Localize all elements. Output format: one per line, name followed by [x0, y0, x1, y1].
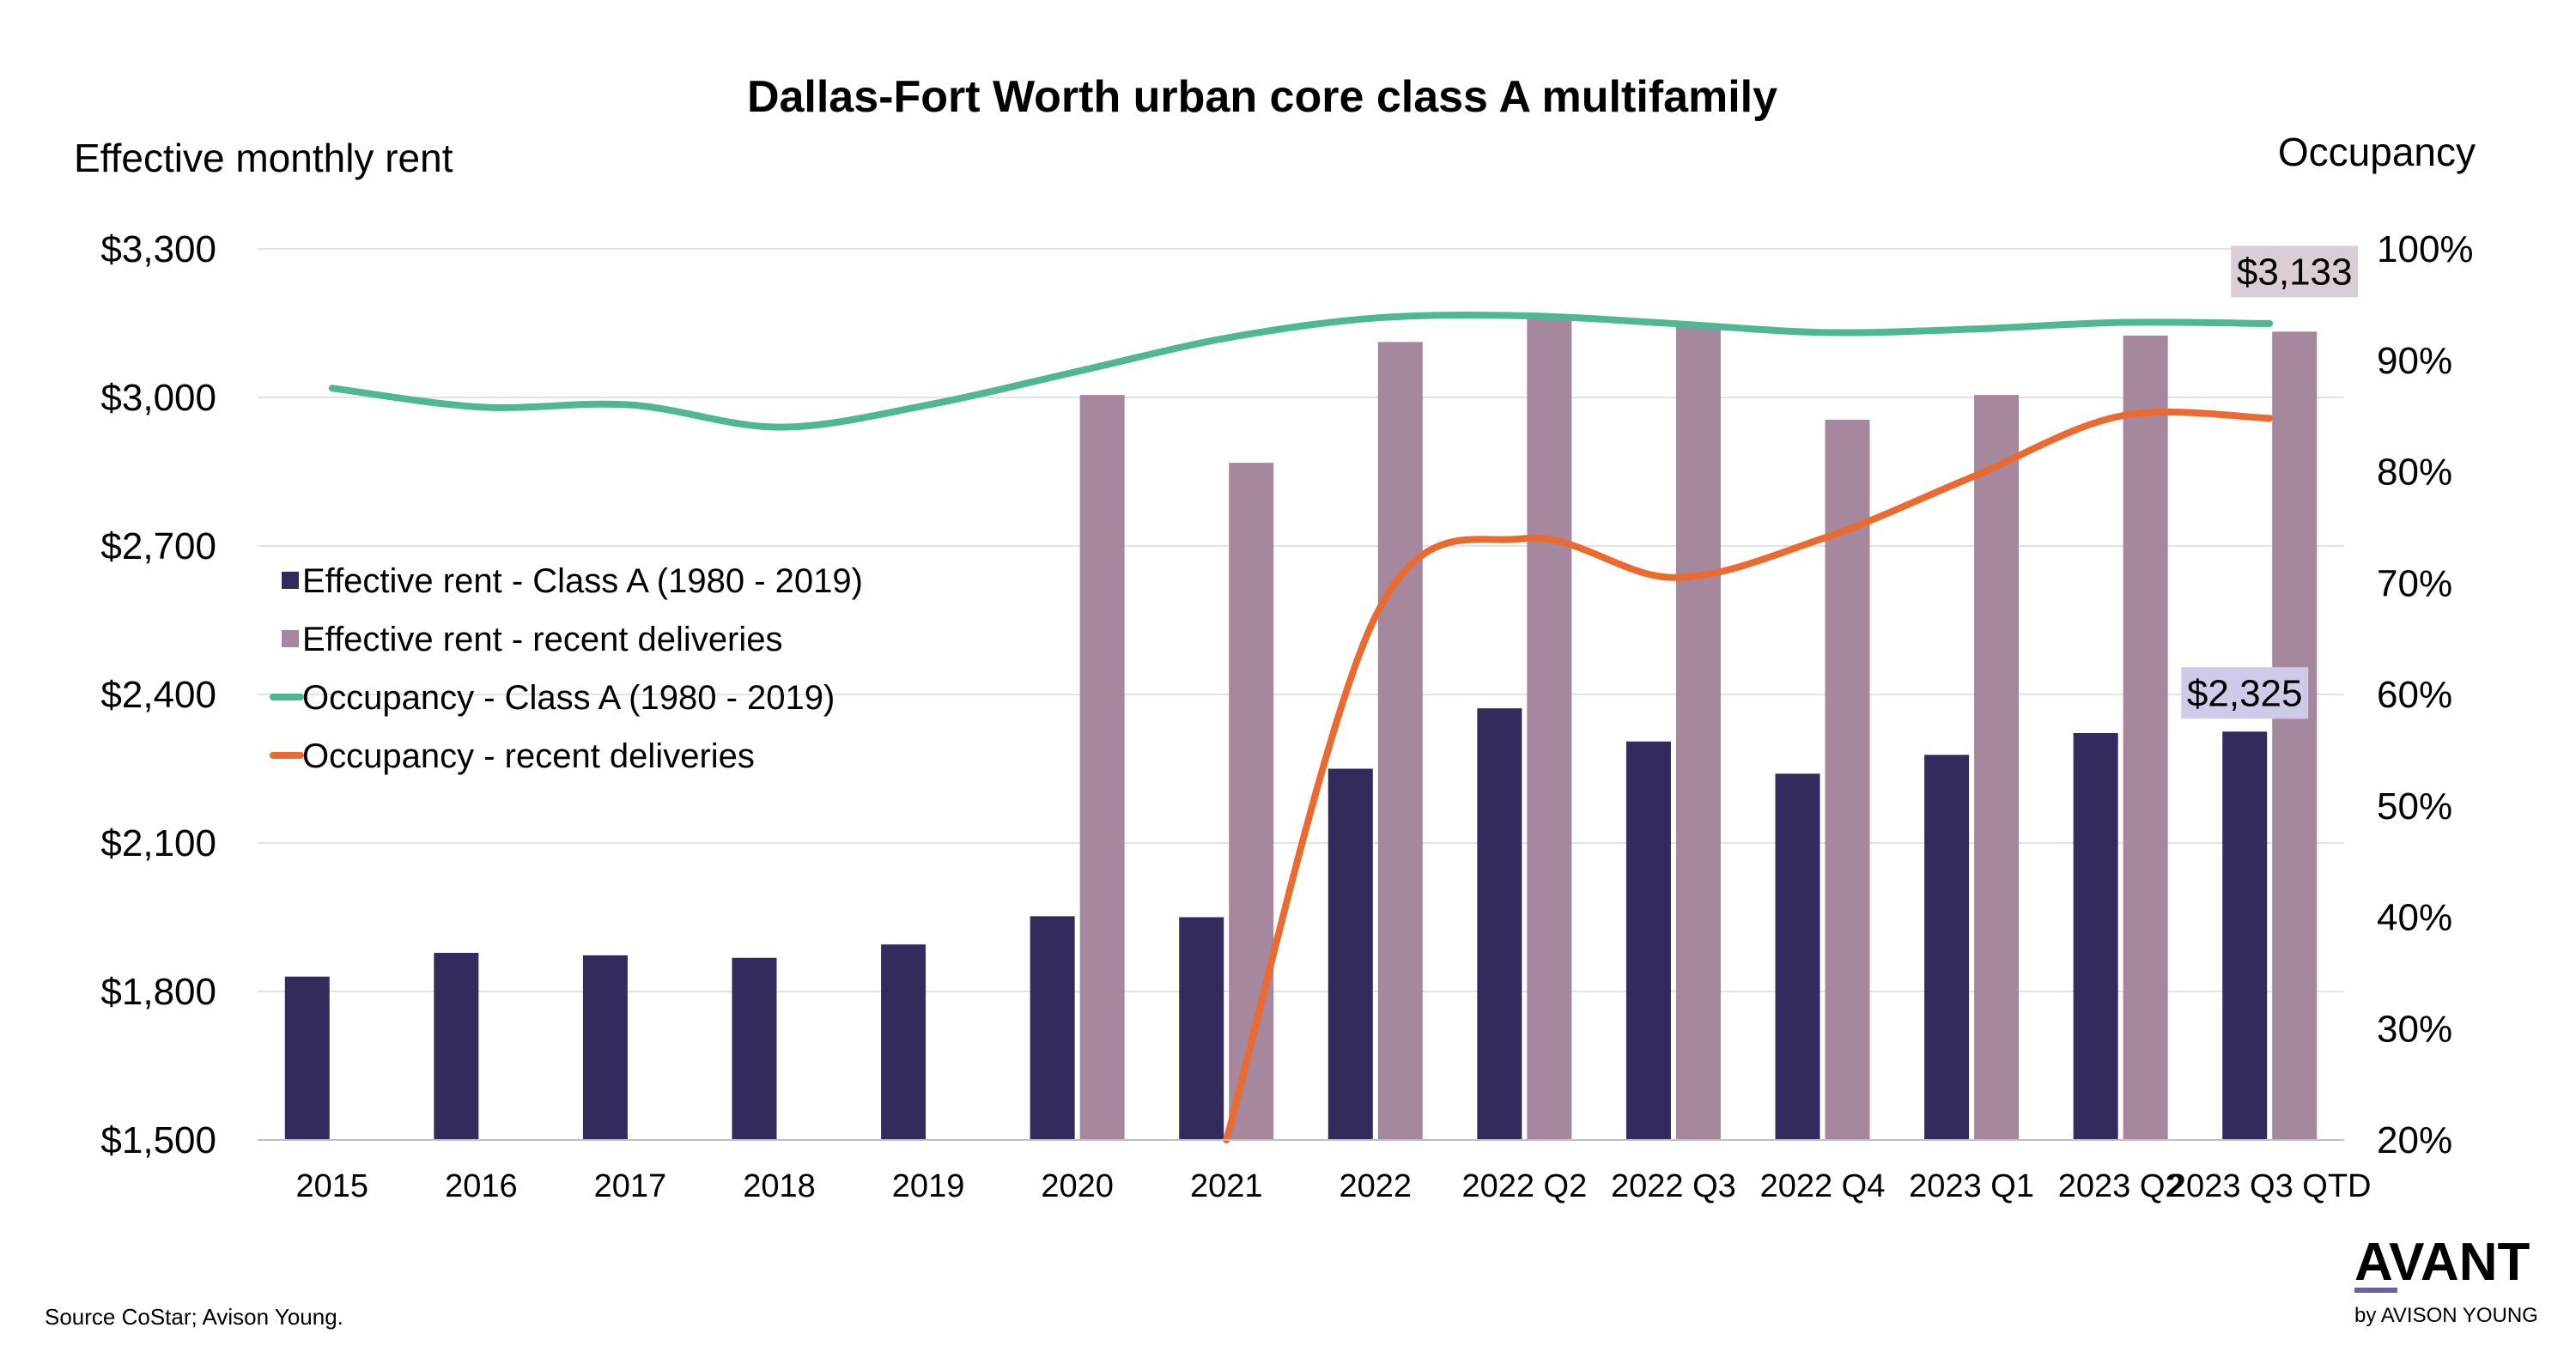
bar-recent-deliveries	[1974, 395, 2020, 1140]
legend-item: Occupancy - recent deliveries	[270, 737, 755, 775]
source-note: Source CoStar; Avison Young.	[45, 1304, 343, 1330]
y-tick-label: $2,400	[100, 674, 216, 716]
axes-layer: $1,500 $1,800 $2,100 $2,400 $2,700 $3,000 $3,3…	[100, 228, 2473, 1204]
legend-label: Occupancy - recent deliveries	[302, 737, 755, 775]
legend: Effective rent - Class A (1980 - 2019) Ef…	[270, 562, 863, 775]
bar-class-a	[1625, 741, 1671, 1140]
x-tick-label: 2023 Q3 QTD	[2168, 1168, 2372, 1204]
x-tick-label: 2022 Q4	[1760, 1168, 1886, 1204]
y2-tick-label: 60%	[2377, 674, 2452, 716]
y-tick-label: $2,100	[100, 822, 216, 864]
y2-tick-label: 40%	[2377, 897, 2452, 939]
x-tick-label: 2016	[445, 1168, 518, 1204]
legend-label: Effective rent - recent deliveries	[302, 621, 783, 658]
line-occupancy-recent	[1223, 409, 2274, 1143]
bar-recent-deliveries	[1377, 342, 1423, 1140]
bar-class-a	[732, 957, 777, 1140]
bar-class-a	[1030, 916, 1075, 1140]
y-tick-label: $3,000	[100, 377, 216, 419]
y-tick-label: $2,700	[100, 525, 216, 567]
bar-recent-deliveries	[1675, 323, 1721, 1140]
x-tick-label: 2022	[1340, 1168, 1413, 1204]
legend-item: Occupancy - Class A (1980 - 2019)	[270, 679, 835, 717]
x-tick-label: 2015	[296, 1168, 369, 1204]
y2-tick-label: 100%	[2377, 228, 2474, 270]
logo-sub: by AVISON YOUNG	[2354, 1304, 2538, 1327]
bar-class-a	[1477, 708, 1522, 1140]
y2-tick-label: 80%	[2377, 452, 2452, 494]
callouts-layer: $3,133 $2,325	[2181, 246, 2359, 719]
legend-swatch	[282, 630, 299, 647]
y-tick-label: $1,800	[100, 971, 216, 1013]
x-tick-label: 2019	[892, 1168, 965, 1204]
y2-tick-label: 70%	[2377, 562, 2452, 604]
line-occupancy-class-a	[328, 312, 2274, 431]
y2-tick-label: 50%	[2377, 785, 2452, 828]
x-tick-label: 2020	[1041, 1168, 1114, 1204]
x-tick-label: 2018	[743, 1168, 816, 1204]
bar-class-a	[284, 976, 330, 1140]
bar-class-a	[881, 944, 927, 1140]
bar-recent-deliveries	[1825, 419, 1870, 1140]
x-tick-label: 2023 Q2	[2058, 1168, 2184, 1204]
x-tick-label: 2017	[594, 1168, 667, 1204]
x-tick-label: 2022 Q2	[1461, 1168, 1587, 1204]
bar-class-a	[2073, 732, 2118, 1140]
y2-tick-label: 90%	[2377, 340, 2452, 382]
lines-layer	[328, 312, 2274, 1143]
bar-recent-deliveries	[2272, 331, 2318, 1140]
bar-class-a	[2222, 731, 2268, 1140]
legend-item: Effective rent - recent deliveries	[282, 621, 783, 658]
bar-class-a	[1924, 755, 1970, 1140]
y-tick-label: $3,300	[100, 228, 216, 270]
bar-recent-deliveries	[2123, 335, 2168, 1141]
y-tick-label: $1,500	[100, 1119, 216, 1161]
callout-label: $2,325	[2187, 672, 2303, 714]
x-tick-label: 2021	[1190, 1168, 1263, 1204]
legend-swatch	[282, 572, 299, 589]
y2-tick-label: 30%	[2377, 1008, 2452, 1050]
bar-class-a	[582, 955, 628, 1140]
x-tick-label: 2022 Q3	[1611, 1168, 1736, 1204]
chart-title: Dallas-Fort Worth urban core class A mul…	[747, 72, 1777, 122]
legend-label: Occupancy - Class A (1980 - 2019)	[302, 679, 835, 717]
logo-accent-bar	[2354, 1288, 2397, 1293]
callout-label: $3,133	[2237, 251, 2353, 293]
callout-box	[2231, 246, 2359, 298]
y2-axis-title: Occupancy	[2278, 130, 2476, 174]
callout-box	[2181, 667, 2309, 719]
bar-recent-deliveries	[1527, 315, 1572, 1141]
bar-class-a	[1775, 773, 1820, 1140]
avant-logo: AVANT by AVISON YOUNG	[2354, 1233, 2538, 1327]
callout-recent-rent: $3,133	[2231, 246, 2359, 298]
bar-recent-deliveries	[1229, 463, 1274, 1140]
bar-class-a	[434, 953, 479, 1140]
logo-main: AVANT	[2354, 1233, 2530, 1292]
bar-recent-deliveries	[1079, 395, 1125, 1140]
y-axis-title: Effective monthly rent	[74, 136, 453, 180]
bar-class-a	[1327, 768, 1373, 1140]
legend-label: Effective rent - Class A (1980 - 2019)	[302, 562, 863, 600]
bars-layer	[284, 315, 2318, 1141]
callout-class-a-rent: $2,325	[2181, 667, 2309, 719]
legend-item: Effective rent - Class A (1980 - 2019)	[282, 562, 863, 600]
x-tick-label: 2023 Q1	[1909, 1168, 2034, 1204]
bar-class-a	[1179, 917, 1224, 1140]
y2-tick-label: 20%	[2377, 1119, 2452, 1161]
